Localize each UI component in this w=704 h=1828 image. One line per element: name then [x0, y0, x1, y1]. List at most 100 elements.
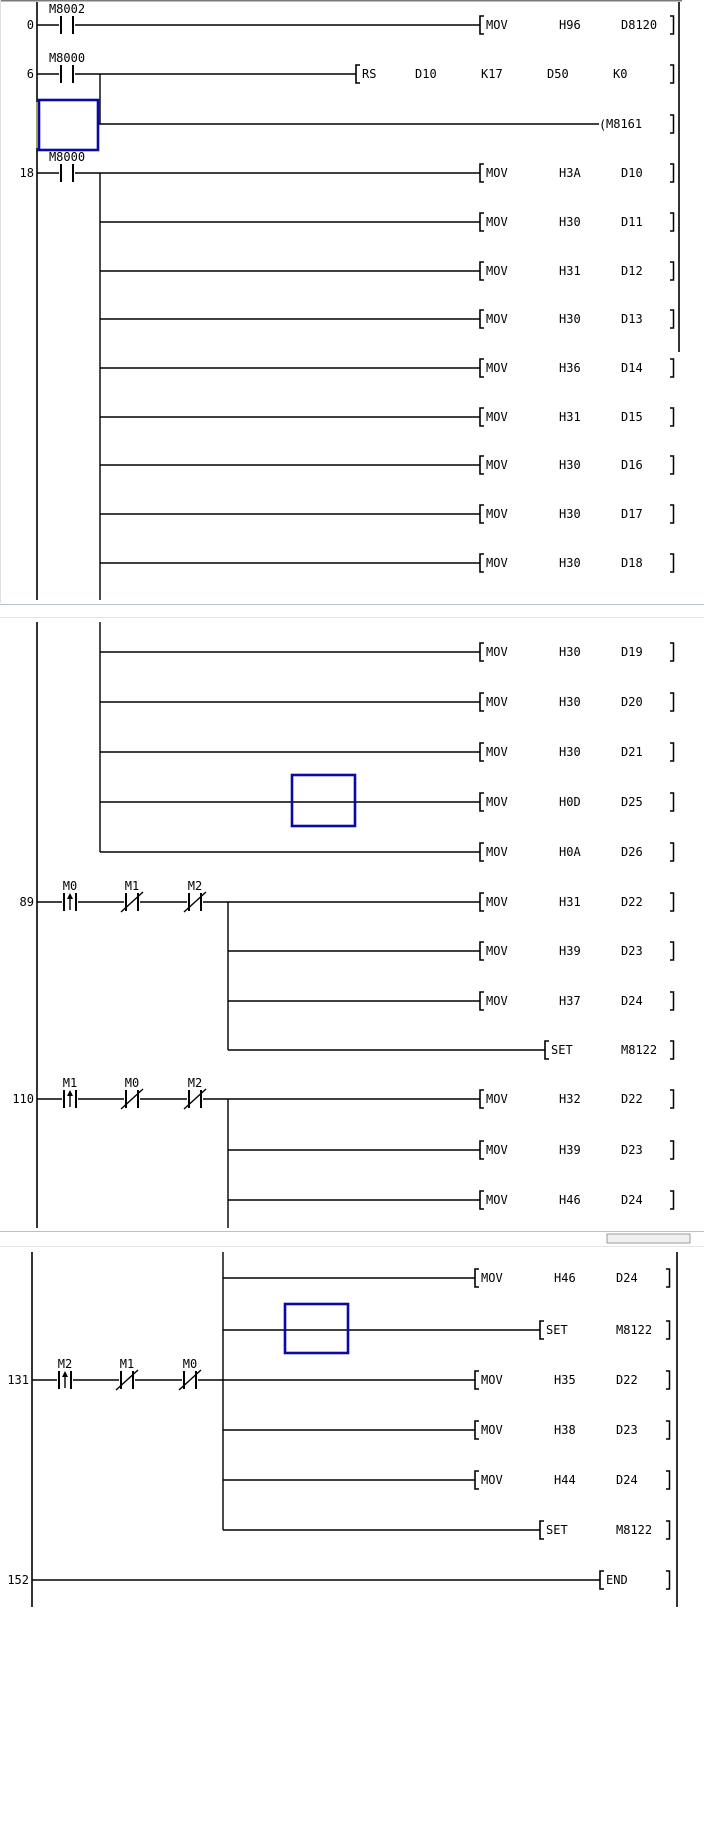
instruction-mov[interactable] — [479, 553, 484, 573]
instruction-mov[interactable] — [479, 692, 484, 712]
instruction-opcode[interactable]: MOV — [486, 215, 508, 229]
instruction-opcode[interactable]: SET — [546, 1523, 568, 1537]
instruction-mov[interactable] — [479, 842, 484, 862]
instruction-operand[interactable]: D14 — [621, 361, 643, 375]
instruction-mov[interactable] — [479, 742, 484, 762]
instruction-operand[interactable]: D25 — [621, 795, 643, 809]
instruction-operand[interactable]: H46 — [554, 1271, 576, 1285]
instruction-mov[interactable] — [479, 455, 484, 475]
instruction-operand[interactable]: H37 — [559, 994, 581, 1008]
instruction-opcode[interactable]: MOV — [486, 795, 508, 809]
instruction-operand[interactable]: M8122 — [616, 1523, 652, 1537]
instruction-operand[interactable]: H31 — [559, 410, 581, 424]
instruction-operand[interactable]: K0 — [613, 67, 627, 81]
instruction-operand[interactable]: D24 — [621, 994, 643, 1008]
instruction-opcode[interactable]: MOV — [486, 166, 508, 180]
instruction-opcode[interactable]: MOV — [481, 1271, 503, 1285]
instruction-end[interactable] — [599, 1570, 604, 1590]
instruction-operand[interactable]: D50 — [547, 67, 569, 81]
instruction-operand[interactable]: D12 — [621, 264, 643, 278]
instruction-opcode[interactable]: MOV — [486, 1092, 508, 1106]
instruction-mov[interactable] — [479, 504, 484, 524]
instruction-operand[interactable]: H30 — [559, 645, 581, 659]
instruction-operand[interactable]: D20 — [621, 695, 643, 709]
instruction-opcode[interactable]: MOV — [486, 944, 508, 958]
instruction-opcode[interactable]: MOV — [481, 1423, 503, 1437]
instruction-opcode[interactable]: MOV — [486, 18, 508, 32]
instruction-operand[interactable]: H30 — [559, 695, 581, 709]
instruction-set[interactable] — [539, 1520, 544, 1540]
instruction-operand[interactable]: H38 — [554, 1423, 576, 1437]
instruction-operand[interactable]: D22 — [621, 895, 643, 909]
instruction-operand[interactable]: H30 — [559, 312, 581, 326]
instruction-operand[interactable]: D22 — [621, 1092, 643, 1106]
contact-nc-m0[interactable] — [178, 1369, 202, 1391]
contact-nc-m1[interactable] — [120, 891, 144, 913]
instruction-operand[interactable]: D23 — [621, 1143, 643, 1157]
instruction-operand[interactable]: D18 — [621, 556, 643, 570]
instruction-operand[interactable]: D11 — [621, 215, 643, 229]
instruction-operand[interactable]: D16 — [621, 458, 643, 472]
instruction-mov[interactable] — [479, 991, 484, 1011]
instruction-operand[interactable]: H31 — [559, 895, 581, 909]
instruction-opcode[interactable]: MOV — [486, 556, 508, 570]
instruction-operand[interactable]: D13 — [621, 312, 643, 326]
instruction-mov[interactable] — [474, 1470, 479, 1490]
instruction-operand[interactable]: M8122 — [616, 1323, 652, 1337]
instruction-operand[interactable]: H31 — [559, 264, 581, 278]
instruction-operand[interactable]: H0A — [559, 845, 581, 859]
instruction-rs[interactable] — [355, 64, 360, 84]
instruction-opcode[interactable]: MOV — [486, 458, 508, 472]
instruction-mov[interactable] — [479, 261, 484, 281]
instruction-opcode[interactable]: MOV — [486, 264, 508, 278]
instruction-opcode[interactable]: MOV — [486, 361, 508, 375]
instruction-opcode[interactable]: MOV — [486, 994, 508, 1008]
instruction-mov[interactable] — [479, 309, 484, 329]
instruction-operand[interactable]: D17 — [621, 507, 643, 521]
instruction-operand[interactable]: H30 — [559, 215, 581, 229]
instruction-mov[interactable] — [479, 892, 484, 912]
instruction-opcode[interactable]: MOV — [486, 1143, 508, 1157]
instruction-operand[interactable]: D10 — [415, 67, 437, 81]
instruction-operand[interactable]: D24 — [616, 1271, 638, 1285]
instruction-mov[interactable] — [479, 1140, 484, 1160]
instruction-opcode[interactable]: MOV — [481, 1373, 503, 1387]
instruction-operand[interactable]: H46 — [559, 1193, 581, 1207]
instruction-opcode[interactable]: MOV — [481, 1473, 503, 1487]
instruction-operand[interactable]: H44 — [554, 1473, 576, 1487]
instruction-mov[interactable] — [479, 1089, 484, 1109]
instruction-operand[interactable]: H3A — [559, 166, 581, 180]
instruction-mov[interactable] — [479, 642, 484, 662]
instruction-operand[interactable]: H0D — [559, 795, 581, 809]
contact-rise-m0[interactable] — [62, 892, 78, 912]
instruction-opcode[interactable]: SET — [546, 1323, 568, 1337]
instruction-operand[interactable]: H30 — [559, 556, 581, 570]
instruction-operand[interactable]: H36 — [559, 361, 581, 375]
contact-rise-m1[interactable] — [62, 1089, 78, 1109]
instruction-opcode[interactable]: END — [606, 1573, 628, 1587]
instruction-operand[interactable]: D23 — [621, 944, 643, 958]
coil-label[interactable]: M8161 — [606, 117, 642, 131]
contact-nc-m2[interactable] — [183, 1088, 207, 1110]
contact-no-m8000[interactable] — [59, 64, 75, 84]
instruction-opcode[interactable]: MOV — [486, 745, 508, 759]
contact-rise-m2[interactable] — [57, 1370, 73, 1390]
instruction-operand[interactable]: D10 — [621, 166, 643, 180]
instruction-mov[interactable] — [474, 1370, 479, 1390]
contact-nc-m1[interactable] — [115, 1369, 139, 1391]
instruction-opcode[interactable]: MOV — [486, 410, 508, 424]
instruction-mov[interactable] — [479, 792, 484, 812]
instruction-mov[interactable] — [479, 15, 484, 35]
instruction-mov[interactable] — [479, 163, 484, 183]
instruction-opcode[interactable]: RS — [362, 67, 376, 81]
instruction-mov[interactable] — [474, 1420, 479, 1440]
instruction-operand[interactable]: M8122 — [621, 1043, 657, 1057]
contact-no-m8000[interactable] — [59, 163, 75, 183]
instruction-operand[interactable]: D23 — [616, 1423, 638, 1437]
instruction-operand[interactable]: H96 — [559, 18, 581, 32]
instruction-operand[interactable]: H30 — [559, 745, 581, 759]
instruction-operand[interactable]: D24 — [621, 1193, 643, 1207]
instruction-mov[interactable] — [479, 212, 484, 232]
instruction-operand[interactable]: D26 — [621, 845, 643, 859]
instruction-opcode[interactable]: MOV — [486, 895, 508, 909]
